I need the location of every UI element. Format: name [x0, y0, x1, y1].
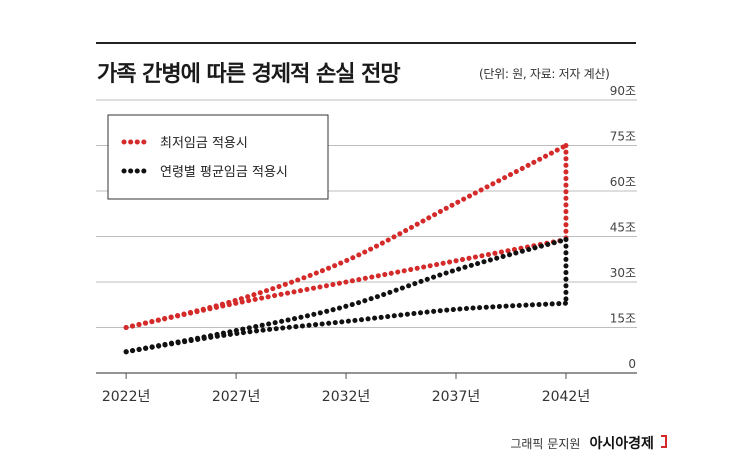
- y-tick-label: 60조: [610, 175, 636, 189]
- credit-line: 그래픽 문지원 아시아경제: [510, 433, 667, 453]
- y-tick-label: 30조: [610, 266, 636, 280]
- chart-title: 가족 간병에 따른 경제적 손실 전망: [97, 62, 401, 87]
- series-red-upper-line: [123, 143, 569, 330]
- unit-note: (단위: 원, 자료: 저자 계산): [479, 67, 610, 81]
- y-tick-label: 0: [628, 357, 636, 371]
- x-tick-label: 2037년: [432, 389, 481, 405]
- y-tick-label: 15조: [610, 312, 636, 326]
- legend-box: [107, 114, 329, 200]
- x-tick-label: 2027년: [212, 389, 261, 405]
- top-rule: [96, 42, 636, 44]
- x-tick-label: 2022년: [102, 389, 151, 405]
- x-tick-label: 2042년: [542, 389, 591, 405]
- legend-label: 연령별 평균임금 적용시: [160, 165, 288, 180]
- y-tick-label: 90조: [610, 84, 636, 98]
- graphic-credit: 그래픽 문지원: [510, 437, 581, 451]
- series-red-lower-line: [123, 237, 569, 330]
- brand-name: 아시아경제: [589, 436, 654, 452]
- y-tick-label: 45조: [610, 221, 636, 235]
- brand-logo-mark: [661, 435, 667, 448]
- legend-label: 최저임금 적용시: [160, 136, 248, 151]
- x-tick-label: 2032년: [322, 389, 371, 405]
- y-tick-label: 75조: [610, 130, 636, 144]
- series-black-upper-line: [123, 237, 569, 355]
